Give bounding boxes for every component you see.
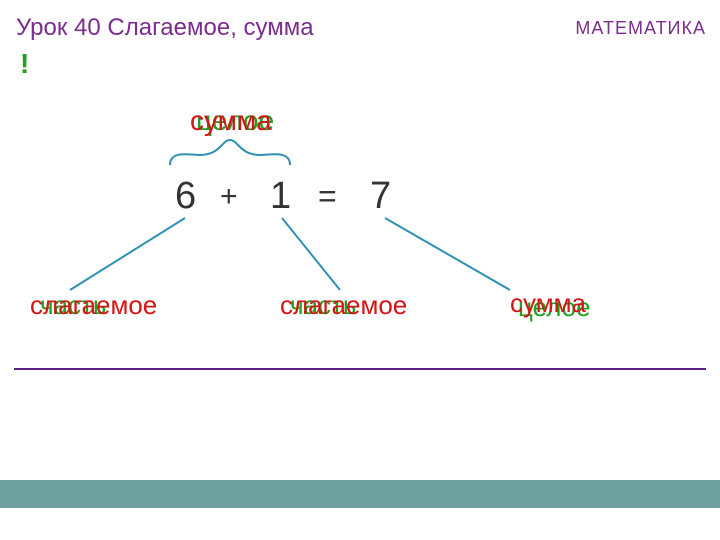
divider bbox=[14, 368, 706, 370]
lesson-title: Урок 40 Слагаемое, сумма bbox=[16, 14, 314, 42]
top-label-front: сумма bbox=[190, 105, 272, 137]
label-right-front: сумма bbox=[510, 288, 586, 319]
equals-sign: = bbox=[318, 178, 337, 215]
term-b: 1 bbox=[270, 175, 291, 218]
brace-icon bbox=[170, 140, 290, 165]
connector-left bbox=[70, 218, 185, 290]
line-layer bbox=[0, 0, 720, 540]
subject-label: МАТЕМАТИКА bbox=[575, 18, 706, 39]
label-left-front: слагаемое bbox=[30, 290, 157, 321]
connector-mid bbox=[282, 218, 340, 290]
connector-right bbox=[385, 218, 510, 290]
exclamation-icon: ! bbox=[20, 48, 29, 80]
term-c: 7 bbox=[370, 175, 391, 218]
plus-sign: + bbox=[220, 180, 238, 214]
slide: Урок 40 Слагаемое, сумма МАТЕМАТИКА ! це… bbox=[0, 0, 720, 540]
label-mid-front: слагаемое bbox=[280, 290, 407, 321]
term-a: 6 bbox=[175, 175, 196, 218]
footer-band bbox=[0, 480, 720, 508]
